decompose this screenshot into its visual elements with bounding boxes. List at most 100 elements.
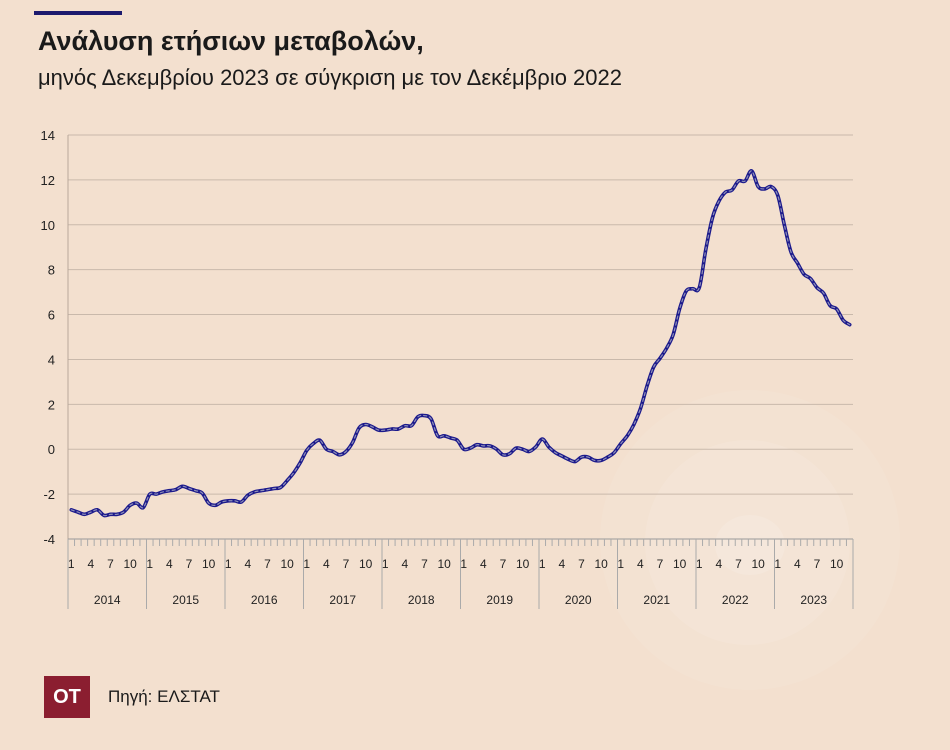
month-tick-label: 10 [437,557,451,571]
data-point [122,510,125,513]
data-point [246,494,249,497]
y-tick-label: 10 [41,218,55,233]
data-point [273,487,276,490]
data-point [717,200,720,203]
data-point [495,448,498,451]
year-label: 2016 [251,593,278,607]
data-point [312,442,315,445]
data-point [76,510,79,513]
month-tick-label: 1 [696,557,703,571]
chart-gridlines [68,134,853,540]
y-tick-label: -2 [43,487,55,502]
data-point [403,424,406,427]
data-point [528,450,531,453]
data-point [560,454,563,457]
data-point [770,185,773,188]
month-tick-label: 10 [123,557,137,571]
data-point [724,191,727,194]
data-point [187,487,190,490]
year-label: 2018 [408,593,435,607]
series-line [69,169,852,518]
data-point [102,514,105,517]
data-point [397,427,400,430]
data-point [632,423,635,426]
month-tick-label: 7 [264,557,271,571]
data-point [168,489,171,492]
data-point [148,493,151,496]
data-point [652,366,655,369]
data-point [573,460,576,463]
data-point [89,510,92,513]
chart-subtitle: μηνός Δεκεμβρίου 2023 σε σύγκριση με τον… [38,65,622,90]
data-point [554,451,557,454]
month-tick-label: 10 [280,557,294,571]
data-point [730,188,733,191]
data-point [515,447,518,450]
data-point [96,508,99,511]
data-point [488,444,491,447]
y-tick-label: 12 [41,173,55,188]
data-point [371,425,374,428]
data-point [501,453,504,456]
y-tick-label: 8 [48,263,55,278]
x-axis: 1 4 7 10 1 4 7 10 1 4 7 10 1 4 7 10 1 4 7 10 1 4 7 10 1 4 7 10 1 4 7 10… [67,538,854,609]
data-point [416,415,419,418]
month-tick-label: 4 [402,557,409,571]
month-tick-label: 7 [107,557,114,571]
month-tick-label: 10 [594,557,608,571]
data-point [789,250,792,253]
data-point [331,450,334,453]
data-point [600,459,603,462]
year-label: 2019 [486,593,513,607]
y-tick-label: 6 [48,308,55,323]
data-point [848,323,851,326]
data-point [227,499,230,502]
data-point [744,179,747,182]
month-tick-label: 4 [794,557,801,571]
month-tick-label: 7 [657,557,664,571]
data-point [462,448,465,451]
month-tick-label: 4 [480,557,487,571]
month-tick-label: 10 [359,557,373,571]
data-point [567,458,570,461]
year-label: 2014 [94,593,121,607]
data-point [580,456,583,459]
month-tick-label: 7 [500,557,507,571]
data-point [325,448,328,451]
data-point [698,286,701,289]
data-point [796,261,799,264]
data-point [822,292,825,295]
data-point [776,194,779,197]
month-tick-label: 1 [68,557,75,571]
y-tick-label: 2 [48,397,55,412]
data-point [593,459,596,462]
data-point [763,187,766,190]
data-point [639,407,642,410]
chart-title: Ανάλυση ετήσιων μεταβολών, [38,26,424,56]
data-point [155,493,158,496]
month-tick-label: 7 [735,557,742,571]
data-point [449,436,452,439]
data-point [482,444,485,447]
source-note: Πηγή: ΕΛΣΤΑΤ [108,687,220,706]
data-point [220,500,223,503]
month-tick-label: 4 [88,557,95,571]
month-tick-label: 4 [245,557,252,571]
month-tick-label: 1 [539,557,546,571]
data-point [377,429,380,432]
year-label: 2020 [565,593,592,607]
data-point [606,456,609,459]
data-point [161,490,164,493]
data-point [521,448,524,451]
y-tick-label: -4 [43,532,55,547]
data-point [338,453,341,456]
year-label: 2017 [329,593,356,607]
title-accent-rule [34,11,122,15]
data-point [704,248,707,251]
month-tick-label: 1 [774,557,781,571]
logo-text: ΟΤ [53,685,81,708]
data-point [292,471,295,474]
data-point [587,456,590,459]
data-point [815,286,818,289]
